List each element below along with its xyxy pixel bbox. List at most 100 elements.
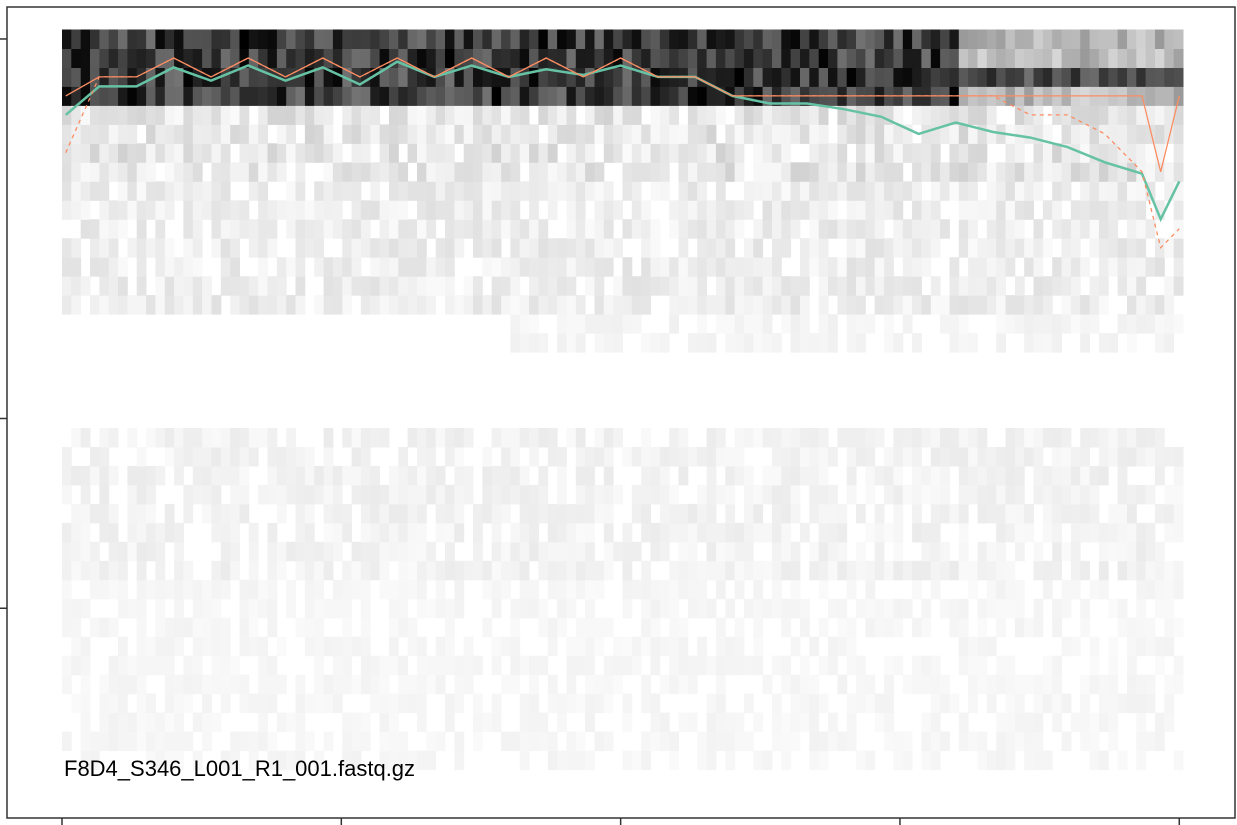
heatmap-tile bbox=[603, 86, 614, 106]
heatmap-tile bbox=[650, 636, 661, 657]
heatmap-tile bbox=[566, 86, 577, 106]
heatmap-tile bbox=[986, 29, 997, 49]
heatmap-tile bbox=[1080, 257, 1090, 277]
heatmap-tile bbox=[996, 503, 1006, 524]
heatmap-tile bbox=[286, 181, 296, 201]
heatmap-tile bbox=[501, 541, 511, 562]
heatmap-tile bbox=[800, 295, 810, 315]
heatmap-tile bbox=[417, 200, 427, 220]
heatmap-tile bbox=[865, 67, 876, 87]
heatmap-tile bbox=[902, 29, 913, 49]
heatmap-tile bbox=[996, 579, 1006, 600]
heatmap-tile bbox=[276, 712, 287, 733]
heatmap-tile bbox=[332, 181, 343, 201]
heatmap-tile bbox=[547, 674, 558, 695]
heatmap-tile bbox=[146, 484, 156, 505]
heatmap-tile bbox=[529, 67, 539, 87]
heatmap-tile bbox=[884, 124, 894, 144]
heatmap-tile bbox=[1117, 541, 1128, 562]
heatmap-tile bbox=[529, 674, 539, 695]
heatmap-tile bbox=[743, 484, 754, 505]
heatmap-tile bbox=[800, 465, 810, 486]
heatmap-tile bbox=[1155, 105, 1165, 125]
heatmap-tile bbox=[800, 238, 810, 258]
heatmap-tile bbox=[753, 181, 764, 201]
heatmap-tile bbox=[1042, 314, 1053, 334]
heatmap-tile bbox=[304, 86, 315, 106]
heatmap-tile bbox=[697, 86, 707, 106]
heatmap-tile bbox=[398, 200, 409, 220]
heatmap-tile bbox=[501, 162, 511, 182]
heatmap-tile bbox=[258, 48, 268, 68]
heatmap-tile bbox=[136, 295, 147, 315]
heatmap-tile bbox=[631, 105, 642, 125]
heatmap-tile bbox=[454, 484, 465, 505]
heatmap-tile bbox=[781, 67, 792, 87]
heatmap-tile bbox=[818, 447, 829, 467]
heatmap-tile bbox=[781, 655, 792, 676]
heatmap-tile bbox=[473, 731, 483, 752]
heatmap-tile bbox=[258, 219, 268, 239]
heatmap-tile bbox=[930, 541, 941, 562]
heatmap-tile bbox=[622, 276, 633, 296]
heatmap-tile bbox=[1014, 693, 1025, 714]
heatmap-tile bbox=[1005, 674, 1016, 695]
heatmap-tile bbox=[1042, 503, 1053, 524]
heatmap-tile bbox=[865, 674, 876, 695]
heatmap-tile bbox=[706, 560, 717, 581]
heatmap-tile bbox=[118, 712, 128, 733]
heatmap-tile bbox=[753, 579, 764, 600]
heatmap-tile bbox=[734, 712, 745, 733]
heatmap-tile bbox=[454, 674, 465, 695]
heatmap-tile bbox=[725, 541, 736, 562]
heatmap-tile bbox=[463, 181, 474, 201]
heatmap-tile bbox=[725, 124, 736, 144]
heatmap-tile bbox=[155, 67, 166, 87]
heatmap-tile bbox=[1014, 124, 1025, 144]
heatmap-tile bbox=[258, 674, 268, 695]
heatmap-tile bbox=[314, 219, 324, 239]
heatmap-tile bbox=[174, 86, 184, 106]
heatmap-tile bbox=[351, 560, 362, 581]
heatmap-tile bbox=[90, 750, 100, 771]
heatmap-tile bbox=[1061, 238, 1072, 258]
heatmap-tile bbox=[389, 124, 399, 144]
heatmap-tile bbox=[239, 731, 250, 752]
heatmap-tile bbox=[818, 731, 829, 752]
heatmap-tile bbox=[697, 655, 707, 676]
heatmap-tile bbox=[585, 257, 595, 277]
heatmap-tile bbox=[389, 617, 399, 638]
heatmap-tile bbox=[725, 219, 736, 239]
heatmap-tile bbox=[893, 200, 904, 220]
heatmap-tile bbox=[435, 598, 446, 619]
heatmap-tile bbox=[930, 67, 941, 87]
heatmap-tile bbox=[1052, 67, 1062, 87]
heatmap-tile bbox=[80, 29, 91, 49]
heatmap-tile bbox=[1080, 465, 1090, 486]
heatmap-tile bbox=[566, 541, 577, 562]
heatmap-tile bbox=[71, 560, 82, 581]
heatmap-tile bbox=[220, 181, 231, 201]
heatmap-tile bbox=[781, 29, 792, 49]
heatmap-tile bbox=[1052, 560, 1062, 581]
heatmap-tile bbox=[921, 560, 932, 581]
heatmap-tile bbox=[809, 447, 820, 467]
heatmap-tile bbox=[314, 750, 324, 771]
heatmap-tile bbox=[473, 162, 483, 182]
heatmap-tile bbox=[1117, 162, 1128, 182]
heatmap-tile bbox=[622, 655, 633, 676]
heatmap-tile bbox=[1014, 465, 1025, 486]
heatmap-tile bbox=[566, 560, 577, 581]
heatmap-tile bbox=[267, 674, 278, 695]
heatmap-tile bbox=[398, 598, 409, 619]
heatmap-tile bbox=[622, 447, 633, 467]
heatmap-tile bbox=[473, 105, 483, 125]
heatmap-tile bbox=[622, 257, 633, 277]
heatmap-tile bbox=[501, 257, 511, 277]
heatmap-tile bbox=[501, 200, 511, 220]
heatmap-tile bbox=[650, 124, 661, 144]
heatmap-tile bbox=[631, 162, 642, 182]
heatmap-tile bbox=[314, 143, 324, 163]
heatmap-tile bbox=[800, 200, 810, 220]
heatmap-tile bbox=[958, 314, 969, 334]
